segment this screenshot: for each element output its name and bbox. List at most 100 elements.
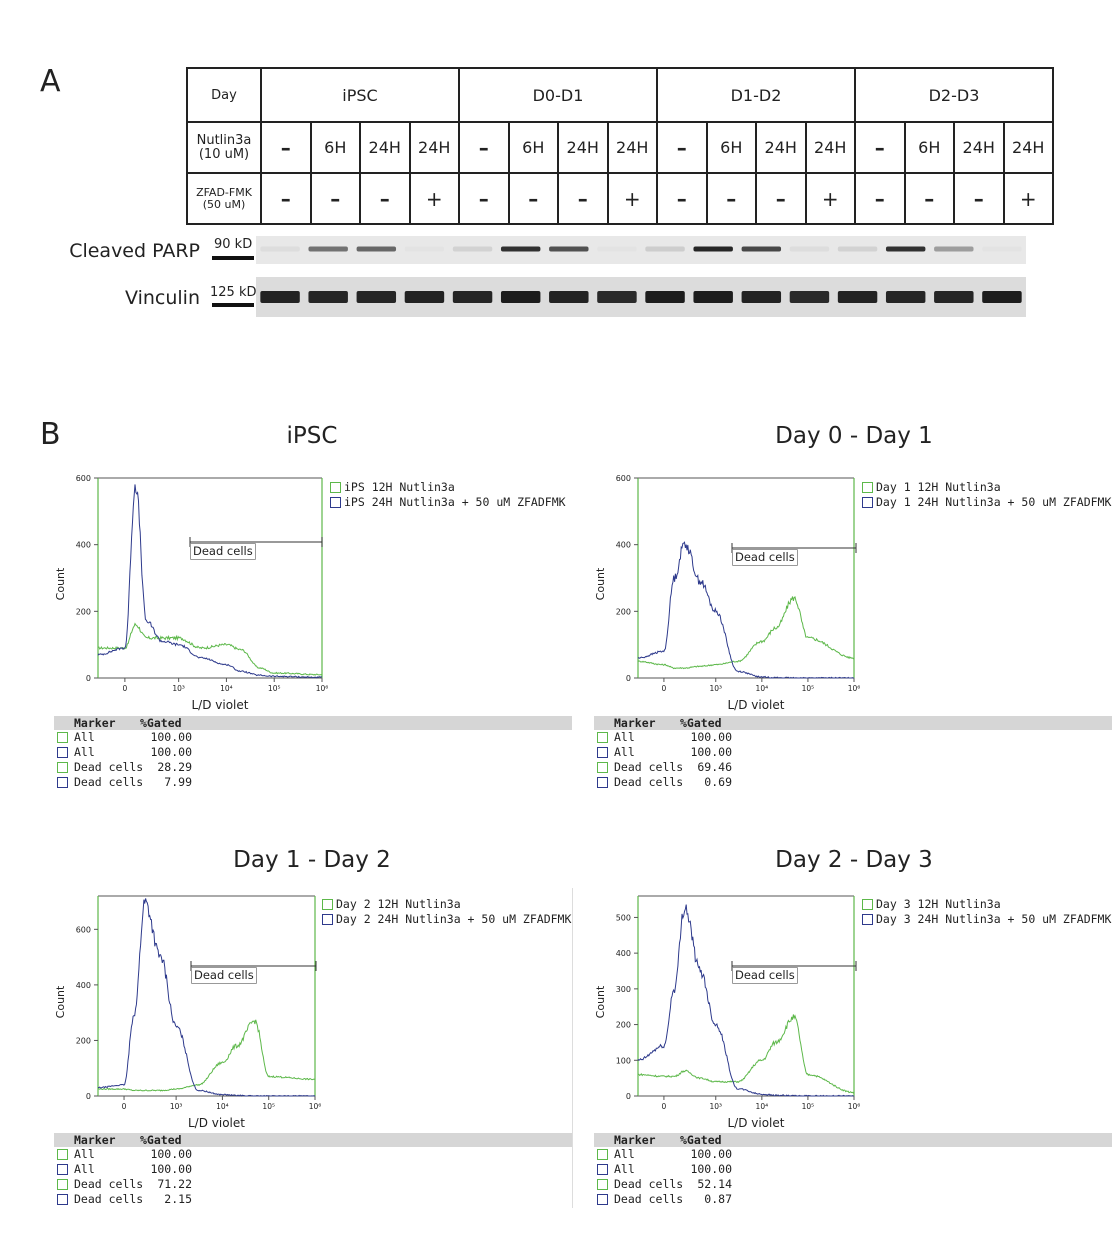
stats-gated-value: 100.00 <box>150 745 192 759</box>
stats-row: All 100.00 <box>594 1147 1112 1162</box>
nutlin-cell: 24H <box>953 121 1005 174</box>
y-tick-label: 0 <box>626 1092 631 1101</box>
zfad-cell: – <box>953 172 1005 225</box>
plot-legend: iPS 12H Nutlin3a iPS 24H Nutlin3a + 50 uM… <box>330 480 566 510</box>
zfad-cell: – <box>458 172 510 225</box>
stats-swatch <box>597 1194 608 1205</box>
legend-swatch <box>330 497 341 508</box>
blot-band <box>452 291 493 303</box>
zfad-cell: – <box>705 172 757 225</box>
y-tick-label: 400 <box>76 541 91 550</box>
blot-band <box>500 246 541 252</box>
stats-gated-value: 7.99 <box>164 775 192 789</box>
group-header: iPSC <box>260 67 460 123</box>
legend-swatch <box>330 482 341 493</box>
plot-legend: Day 1 12H Nutlin3a Day 1 24H Nutlin3a + 5… <box>862 480 1111 510</box>
x-tick-label: 0 <box>662 684 667 693</box>
blot-band <box>693 246 733 252</box>
blot-band <box>885 246 926 252</box>
stats-header: Marker %Gated <box>54 716 572 730</box>
blot-band <box>645 291 685 303</box>
x-tick-label: 10⁴ <box>756 1102 769 1111</box>
y-tick-label: 400 <box>616 541 631 550</box>
stats-swatch <box>597 1149 608 1160</box>
stats-gated-value: 28.29 <box>157 760 192 774</box>
blot-label: Vinculin <box>125 287 200 309</box>
stats-header-gated: %Gated <box>680 716 722 730</box>
blot-band <box>741 291 782 303</box>
x-tick-label: 10⁶ <box>848 1102 861 1111</box>
stats-row: All 100.00 <box>54 730 572 745</box>
x-tick-label: 10³ <box>172 684 185 693</box>
stats-row: Dead cells 71.22 <box>54 1177 572 1192</box>
legend-label: Day 3 24H Nutlin3a + 50 uM ZFADFMK <box>876 912 1112 926</box>
stats-gated-value: 2.15 <box>164 1192 192 1206</box>
series-line-24h-zfadfmk <box>97 484 323 679</box>
x-tick-label: 10⁵ <box>262 1102 275 1111</box>
legend-entry: Day 2 24H Nutlin3a + 50 uM ZFADFMK <box>322 912 571 927</box>
stats-row: Dead cells 0.69 <box>594 775 1112 790</box>
y-tick-label: 0 <box>86 674 91 683</box>
stats-marker: All <box>74 730 95 744</box>
blot-band <box>741 246 782 252</box>
y-tick-label: 400 <box>616 949 631 958</box>
group-header: D1-D2 <box>656 67 856 123</box>
blot-band <box>549 291 589 303</box>
stats-gated-value: 100.00 <box>690 745 732 759</box>
stats-swatch <box>57 777 68 788</box>
blot-band <box>837 246 878 252</box>
x-tick-label: 10⁵ <box>802 1102 815 1111</box>
nutlin-cell: 24H <box>557 121 609 174</box>
table-row: Nutlin3a (10 uM) –6H 24H 24H –6H 24H 24H –6H 24H 2… <box>186 121 1054 174</box>
x-tick-label: 10³ <box>170 1102 183 1111</box>
legend-label: iPS 12H Nutlin3a <box>344 480 455 494</box>
y-tick-label: 200 <box>76 1036 91 1045</box>
stats-gated-value: 69.46 <box>697 760 732 774</box>
stats-row: All 100.00 <box>54 1147 572 1162</box>
blot-band <box>500 291 541 303</box>
stats-table: Marker %Gated All 100.00 All 100.00 Dead cells… <box>594 1133 1112 1207</box>
x-tick-label: 10⁴ <box>216 1102 229 1111</box>
plot-title: Day 1 - Day 2 <box>233 847 391 873</box>
blot-band <box>260 291 300 303</box>
x-tick-label: 0 <box>122 1102 127 1111</box>
stats-marker: Dead cells <box>74 775 144 789</box>
y-tick-label: 100 <box>616 1056 631 1065</box>
stats-marker: Dead cells <box>614 760 684 774</box>
stats-swatch <box>57 1149 68 1160</box>
stats-header-marker: Marker <box>74 716 116 730</box>
plot-legend: Day 2 12H Nutlin3a Day 2 24H Nutlin3a + 5… <box>322 897 571 927</box>
blot-band <box>789 246 830 252</box>
stats-marker: Dead cells <box>614 775 684 789</box>
x-tick-label: 10⁶ <box>848 684 861 693</box>
nutlin-cell: 24H <box>804 121 856 174</box>
x-tick-label: 10⁶ <box>309 1102 322 1111</box>
blot-band <box>885 291 926 303</box>
y-tick-label: 200 <box>616 607 631 616</box>
blot-band <box>260 246 300 252</box>
zfad-cell: + <box>606 172 658 225</box>
stats-header: Marker %Gated <box>594 1133 1112 1147</box>
blot-strip <box>256 236 1026 264</box>
blot-band <box>405 247 444 252</box>
zfad-cell: + <box>804 172 856 225</box>
x-tick-label: 10³ <box>709 1102 722 1111</box>
legend-label: Day 2 24H Nutlin3a + 50 uM ZFADFMK <box>336 912 572 926</box>
blot-band <box>452 246 493 252</box>
blot-band <box>597 291 637 303</box>
legend-label: Day 1 24H Nutlin3a + 50 uM ZFADFMK <box>876 495 1112 509</box>
stats-marker: Dead cells <box>614 1177 684 1191</box>
y-tick-label: 500 <box>616 913 631 922</box>
stats-swatch <box>57 1194 68 1205</box>
stats-swatch <box>597 732 608 743</box>
legend-label: iPS 24H Nutlin3a + 50 uM ZFADFMK <box>344 495 566 509</box>
zfad-cell: – <box>507 172 559 225</box>
legend-entry: Day 2 12H Nutlin3a <box>322 897 571 912</box>
stats-row: All 100.00 <box>594 1162 1112 1177</box>
series-line-24h-zfadfmk <box>637 904 855 1097</box>
x-axis-label: L/D violet <box>188 1116 245 1130</box>
y-axis-label: Count <box>594 985 607 1018</box>
legend-swatch <box>322 914 333 925</box>
legend-entry: Day 3 12H Nutlin3a <box>862 897 1111 912</box>
zfad-cell: – <box>854 172 906 225</box>
